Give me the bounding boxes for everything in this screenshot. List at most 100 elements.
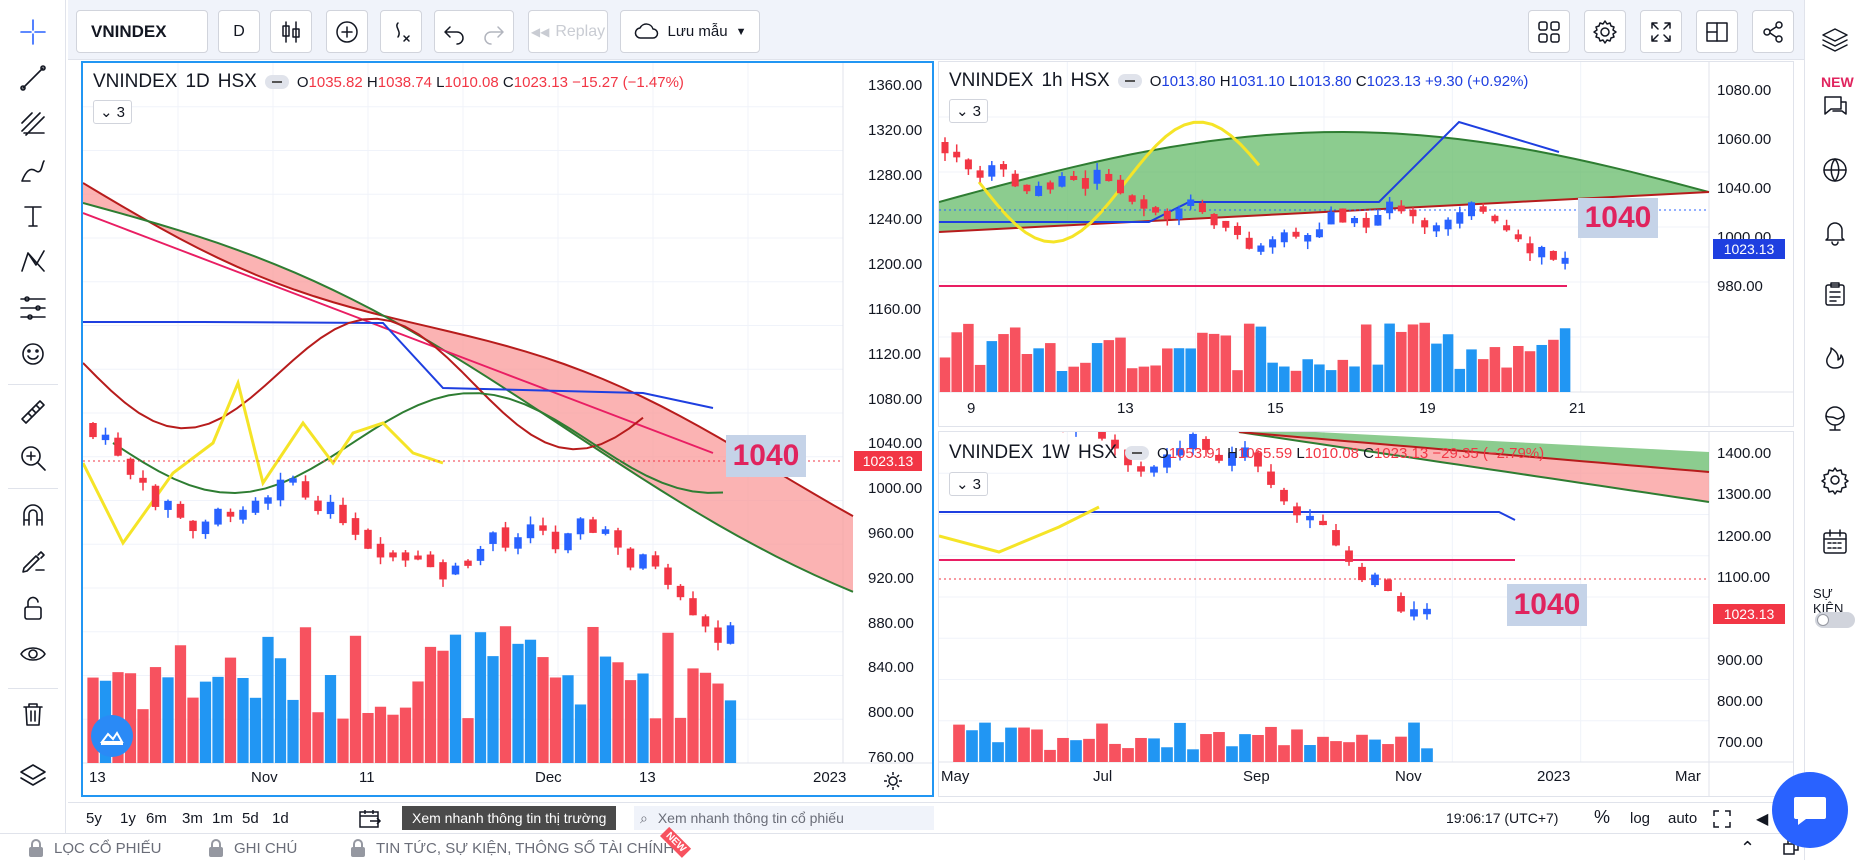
- weekly-chart-canvas[interactable]: [939, 432, 1794, 797]
- candle-body: [189, 520, 197, 532]
- globe-icon[interactable]: [1815, 150, 1855, 190]
- unlock-icon[interactable]: [13, 588, 53, 628]
- chart-panel-hourly[interactable]: VNINDEX 1h HSX O1013.80 H1031.10 L1013.8…: [938, 61, 1794, 427]
- candle-body: [1093, 169, 1101, 184]
- indicator-line: [83, 317, 644, 451]
- volume-bar: [337, 718, 349, 763]
- hide-legend-icon[interactable]: [1125, 446, 1150, 460]
- world-icon[interactable]: [1815, 398, 1855, 438]
- volume-bar: [474, 632, 487, 763]
- volume-bar: [224, 657, 237, 763]
- lock-drawings-icon[interactable]: [13, 542, 53, 582]
- event-toggle[interactable]: [1815, 612, 1855, 628]
- log-toggle[interactable]: log: [1630, 810, 1651, 827]
- indicator-line: [83, 321, 714, 409]
- volume-bar: [1419, 322, 1430, 392]
- range-1y[interactable]: 1y: [120, 810, 136, 827]
- range-5y[interactable]: 5y: [86, 810, 102, 827]
- undo-icon[interactable]: [441, 19, 467, 45]
- range-3m[interactable]: 3m: [182, 810, 203, 827]
- interval-button[interactable]: D: [218, 10, 260, 53]
- layers-icon[interactable]: [13, 756, 53, 796]
- clipboard-icon[interactable]: [1815, 274, 1855, 314]
- candle-body: [664, 567, 672, 585]
- trash-icon[interactable]: [13, 694, 53, 734]
- indicators-button[interactable]: [326, 10, 368, 53]
- hourly-indicator-toggle[interactable]: ⌄ 3: [949, 99, 988, 123]
- volume-bar: [412, 681, 424, 763]
- tab-stock-filter[interactable]: LỌC CỔ PHIẾU: [28, 839, 162, 857]
- chart-type-button[interactable]: [270, 10, 312, 53]
- layout-button[interactable]: [1528, 10, 1570, 53]
- market-overview-button[interactable]: Xem nhanh thông tin thị trường: [402, 806, 617, 830]
- candle-body: [1362, 217, 1370, 228]
- candle-body: [464, 560, 472, 566]
- calendar-range-icon[interactable]: [358, 809, 382, 832]
- volume-bar: [712, 683, 724, 763]
- crosshair-icon[interactable]: [13, 12, 53, 52]
- hide-legend-icon[interactable]: [264, 75, 289, 89]
- range-1m[interactable]: 1m: [212, 810, 233, 827]
- fire-icon[interactable]: [1815, 336, 1855, 376]
- range-6m[interactable]: 6m: [146, 810, 167, 827]
- percent-toggle[interactable]: %: [1594, 807, 1611, 827]
- candle-body: [139, 477, 147, 483]
- tab-news[interactable]: TIN TỨC, SỰ KIỆN, THÔNG SỐ TÀI CHÍNH: [350, 839, 674, 857]
- candle-body: [1397, 596, 1405, 612]
- emoji-icon[interactable]: [13, 334, 53, 374]
- symbol-search[interactable]: VNINDEX: [76, 10, 208, 53]
- candle-body: [251, 500, 260, 513]
- expand-icon[interactable]: [1712, 809, 1732, 832]
- chart-panel-weekly[interactable]: VNINDEX 1W HSX O1053.91 H1065.59 L1010.0…: [938, 431, 1794, 797]
- top-toolbar: VNINDEX D ◀◀ Replay Lưu mẫu ▼: [68, 0, 1804, 60]
- watchlist-layers-icon[interactable]: [1815, 20, 1855, 60]
- redo-icon[interactable]: [481, 19, 507, 45]
- weekly-indicator-toggle[interactable]: ⌄ 3: [949, 472, 988, 496]
- chart-panel-daily[interactable]: VNINDEX 1D HSX O1035.82 H1038.74 L1010.0…: [81, 61, 934, 797]
- weekly-symbol: VNINDEX: [949, 442, 1034, 463]
- eye-icon[interactable]: [13, 634, 53, 674]
- brush-icon[interactable]: [13, 150, 53, 190]
- save-template-button[interactable]: Lưu mẫu ▼: [620, 10, 760, 53]
- magnet-icon[interactable]: [13, 496, 53, 536]
- hide-legend-icon[interactable]: [1117, 74, 1142, 88]
- chevron-down-icon: ⌄: [956, 103, 969, 120]
- gear-settings-icon[interactable]: [1815, 460, 1855, 500]
- screenshot-button[interactable]: [1696, 10, 1738, 53]
- trend-line-icon[interactable]: [13, 58, 53, 98]
- volume-bar: [1187, 749, 1199, 762]
- range-5d[interactable]: 5d: [242, 810, 259, 827]
- bell-icon[interactable]: [1815, 212, 1855, 252]
- stock-quick-search[interactable]: ⌕ Xem nhanh thông tin cổ phiếu: [634, 806, 934, 830]
- range-1d[interactable]: 1d: [272, 810, 289, 827]
- candle-body: [1202, 438, 1210, 450]
- daily-indicator-toggle[interactable]: ⌄ 3: [93, 100, 132, 124]
- settings-button[interactable]: [1584, 10, 1626, 53]
- hourly-chart-canvas[interactable]: [939, 62, 1794, 427]
- chat-icon[interactable]: [1815, 86, 1855, 126]
- chevron-up-icon[interactable]: ⌃: [1740, 838, 1756, 858]
- calendar-icon[interactable]: [1815, 522, 1855, 562]
- fullscreen-button[interactable]: [1640, 10, 1682, 53]
- tab-notes[interactable]: GHI CHÚ: [208, 839, 297, 857]
- time-settings-icon[interactable]: [883, 771, 903, 794]
- clear-indicators-button[interactable]: [380, 10, 422, 53]
- zoom-in-icon[interactable]: [13, 438, 53, 478]
- share-button[interactable]: [1752, 10, 1794, 53]
- ruler-icon[interactable]: [13, 392, 53, 432]
- weekly-exchange: HSX: [1077, 442, 1118, 463]
- daily-chart-canvas[interactable]: [83, 63, 932, 795]
- hourly-symbol: VNINDEX: [949, 70, 1034, 91]
- time-tick: 13: [1117, 400, 1134, 417]
- logo-icon[interactable]: [91, 715, 133, 757]
- fib-icon[interactable]: [13, 104, 53, 144]
- collapse-arrow-icon[interactable]: ◀: [1756, 811, 1769, 828]
- replay-button[interactable]: ◀◀ Replay: [528, 10, 608, 53]
- pattern-icon[interactable]: [13, 242, 53, 282]
- auto-toggle[interactable]: auto: [1668, 810, 1698, 827]
- text-icon[interactable]: [13, 196, 53, 236]
- prediction-icon[interactable]: [13, 288, 53, 328]
- chat-bubble-icon[interactable]: [1772, 772, 1848, 848]
- save-label: Lưu mẫu: [667, 23, 728, 40]
- volume-bar: [1056, 370, 1068, 392]
